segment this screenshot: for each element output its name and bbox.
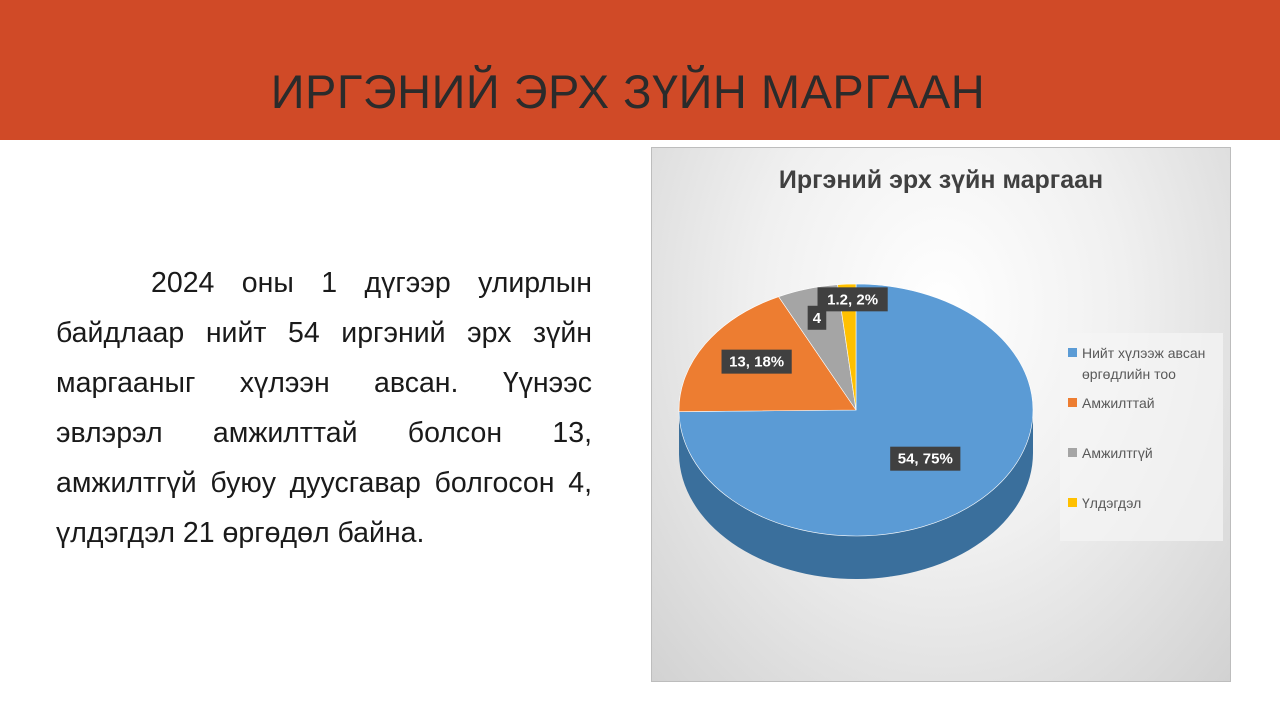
- svg-text:13, 18%: 13, 18%: [729, 354, 784, 371]
- legend-swatch: [1068, 498, 1077, 507]
- svg-text:4: 4: [813, 310, 822, 327]
- pie-chart: Иргэний эрх зүйн маргаан 54, 75% 13, 18% 4…: [651, 147, 1231, 682]
- title-bar: ИРГЭНИЙ ЭРХ ЗҮЙН МАРГААН: [0, 0, 1280, 140]
- chart-legend: Нийт хүлээж авсан өргөдлийн тоо Амжилттай…: [1060, 333, 1223, 541]
- chart-title: Иргэний эрх зүйн маргаан: [778, 166, 1104, 194]
- legend-label: Амжилтгүй: [1082, 445, 1153, 461]
- legend-item-1: Амжилттай: [1068, 393, 1217, 414]
- slide-title: ИРГЭНИЙ ЭРХ ЗҮЙН МАРГААН: [270, 65, 986, 118]
- legend-label: Амжилттай: [1082, 395, 1155, 411]
- pie-slice-0: [678, 283, 1034, 537]
- legend-label: Үлдэгдэл: [1082, 495, 1142, 511]
- data-label-2: 4: [807, 305, 827, 330]
- legend-swatch: [1068, 448, 1077, 457]
- pie-slice-3: [837, 283, 857, 411]
- legend-item-2: Амжилтгүй: [1068, 443, 1217, 464]
- legend-item-3: Үлдэгдэл: [1068, 493, 1217, 514]
- legend-label: Нийт хүлээж авсан өргөдлийн тоо: [1082, 345, 1206, 382]
- legend-item-0: Нийт хүлээж авсан өргөдлийн тоо: [1068, 343, 1217, 385]
- data-label-3: 1.2, 2%: [817, 287, 888, 312]
- legend-swatch: [1068, 398, 1077, 407]
- pie-chart-plot: 54, 75% 13, 18% 4 1.2, 2%: [678, 283, 1034, 579]
- svg-text:1.2, 2%: 1.2, 2%: [827, 291, 878, 308]
- legend-swatch: [1068, 348, 1077, 357]
- pie-slice-side-0: [679, 410, 1033, 579]
- data-label-1: 13, 18%: [721, 349, 792, 374]
- svg-text:54, 75%: 54, 75%: [898, 451, 953, 468]
- body-paragraph: 2024 оны 1 дүгээр улирлын байдлаар нийт …: [56, 267, 592, 549]
- data-label-0: 54, 75%: [890, 446, 961, 471]
